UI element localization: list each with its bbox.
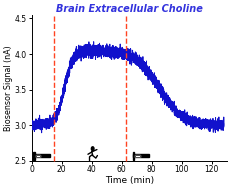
Y-axis label: Biosensor Signal (nA): Biosensor Signal (nA) xyxy=(4,45,13,131)
Bar xyxy=(36,155,40,157)
Bar xyxy=(133,152,134,160)
Bar xyxy=(33,152,35,160)
Bar xyxy=(36,155,40,157)
X-axis label: Time (min): Time (min) xyxy=(105,176,154,185)
Bar xyxy=(34,154,50,157)
Bar xyxy=(135,155,140,157)
Bar xyxy=(135,155,140,157)
Ellipse shape xyxy=(91,147,94,151)
Title: Brain Extracellular Choline: Brain Extracellular Choline xyxy=(56,4,203,14)
Bar xyxy=(133,154,149,157)
